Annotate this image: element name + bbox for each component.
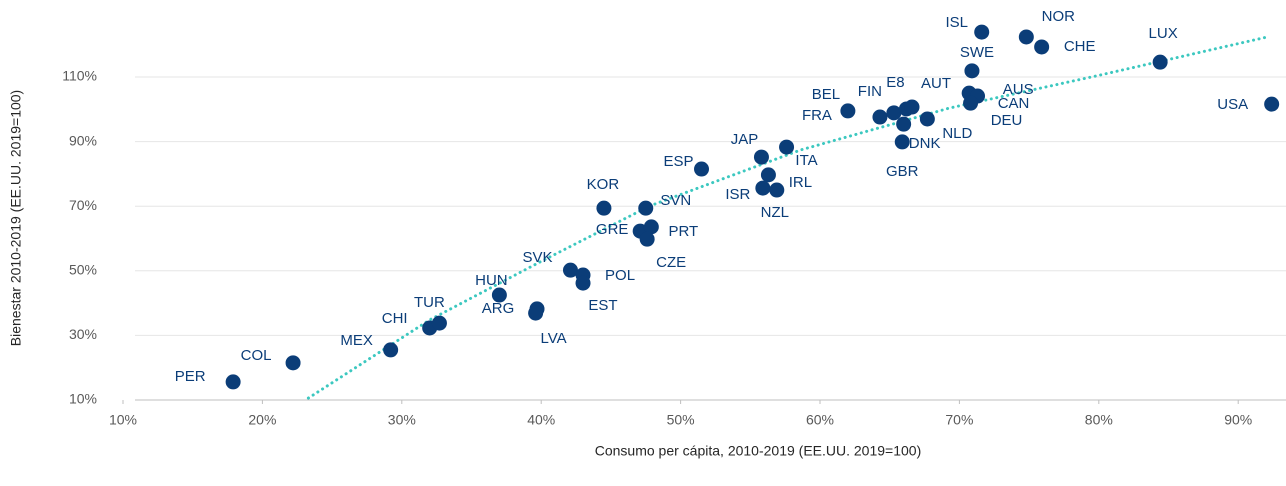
x-tick-label: 40% [527,412,555,428]
x-tick-label: 30% [388,412,416,428]
point [1034,39,1050,55]
point-label: E8 [886,74,904,91]
point-label: CHE [1064,38,1096,55]
point [904,99,920,115]
point [886,105,902,121]
y-tick-label: 10% [69,391,97,407]
point-label: ITA [795,152,817,169]
x-axis-title: Consumo per cápita, 2010-2019 (EE.UU. 20… [595,443,921,459]
point [431,315,447,331]
point-label: COL [241,347,272,364]
point-label: LUX [1149,25,1178,42]
x-tick-label: 90% [1224,412,1252,428]
point-label: AUT [921,75,951,92]
point-label: DEU [991,112,1023,129]
point-label: ESP [664,153,694,170]
point [760,167,776,183]
point-label: GBR [886,163,919,180]
point-label: EST [588,297,617,314]
point [596,200,612,216]
point-label: SWE [960,44,994,61]
point-label: MEX [340,332,373,349]
point [974,24,990,40]
point [575,275,591,291]
y-tick-label: 90% [69,132,97,148]
point [753,149,769,165]
point-label: CHI [382,310,408,327]
point [755,180,771,196]
point-label: DNK [909,135,941,152]
point [639,231,655,247]
point [963,95,979,111]
point-label: HUN [475,272,508,289]
point-label: PER [175,368,206,385]
point-label: PRT [668,223,698,240]
point-label: CAN [998,95,1030,112]
point-label: LVA [541,330,567,347]
y-tick-label: 50% [69,262,97,278]
y-axis-title: Bienestar 2010-2019 (EE.UU. 2019=100) [8,90,24,346]
point [919,111,935,127]
point [1018,29,1034,45]
point-label: JAP [731,131,759,148]
point-label: NZL [761,204,789,221]
point [643,219,659,235]
x-tick-label: 70% [945,412,973,428]
point [872,109,888,125]
point [896,116,912,132]
point-label: ISR [725,186,750,203]
point-label: POL [605,267,635,284]
point [562,262,578,278]
point [694,161,710,177]
x-tick-label: 80% [1085,412,1113,428]
point [491,287,507,303]
point [225,374,241,390]
point-label: IRL [789,174,812,191]
point-label: AUS [1003,81,1034,98]
point [894,134,910,150]
point [769,182,785,198]
point-label: ARG [482,300,515,317]
y-tick-label: 30% [69,326,97,342]
point [840,103,856,119]
x-tick-label: 60% [806,412,834,428]
point-label: GRE [596,221,629,238]
point-label: TUR [414,294,445,311]
y-tick-label: 70% [69,197,97,213]
point [285,355,301,371]
x-tick-label: 10% [109,412,137,428]
point-label: FIN [858,83,882,100]
point [779,139,795,155]
point-label: NLD [942,125,972,142]
point-label: BEL [812,86,840,103]
point-label: NOR [1042,8,1076,25]
point-label: CZE [656,254,686,271]
point-label: FRA [802,107,832,124]
x-tick-label: 20% [248,412,276,428]
point-label: ISL [945,14,968,31]
point-label: SVN [660,192,691,209]
point [383,342,399,358]
point [638,200,654,216]
point [1264,96,1280,112]
point [528,305,544,321]
y-tick-label: 110% [62,68,97,84]
point-label: KOR [587,176,620,193]
point [964,63,980,79]
point-label: SVK [522,249,552,266]
point-label: USA [1217,96,1248,113]
point [1152,54,1168,70]
x-tick-label: 50% [667,412,695,428]
